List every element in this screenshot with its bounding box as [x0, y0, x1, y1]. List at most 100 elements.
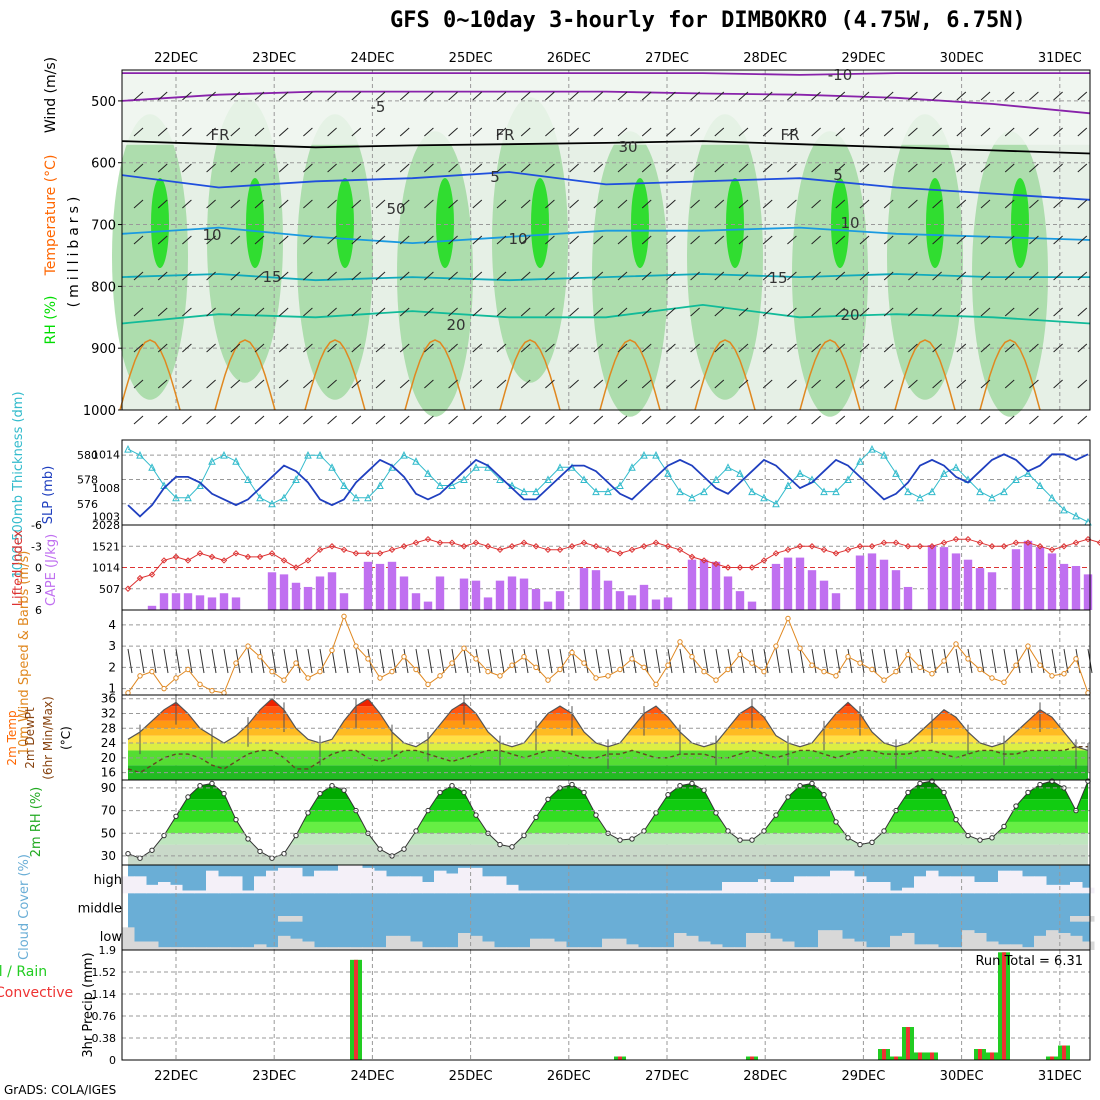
wind-barb — [980, 91, 991, 101]
wind-speed-marker — [581, 660, 587, 666]
wind-barb — [666, 91, 676, 101]
wind-barb — [787, 343, 797, 353]
wind-barb — [1077, 307, 1088, 317]
temp-color-band — [128, 743, 1088, 751]
cloud-low-bar — [566, 947, 579, 950]
wind-barb — [351, 379, 362, 389]
cloud-low-bar — [374, 947, 387, 950]
wind-barb — [714, 163, 725, 173]
precip-convective-bar — [1002, 952, 1006, 1060]
wind-speed-marker — [365, 656, 371, 662]
temp-ylabel-line: (°C) — [59, 726, 73, 750]
cloud-low-bar — [998, 944, 1011, 950]
wind-speed-marker — [785, 615, 791, 622]
lifted-index-marker — [256, 553, 264, 561]
wind-barb — [908, 343, 918, 353]
wind-speed-marker — [833, 673, 839, 679]
cloud-low-bar — [746, 933, 759, 950]
cape-bar — [663, 597, 673, 610]
thickness-marker — [400, 451, 408, 459]
wind-barb — [690, 235, 700, 245]
isotherm-25-arch — [214, 339, 276, 411]
lifted-index-marker — [784, 546, 792, 553]
isotherm-25-arch — [499, 339, 561, 411]
cloud-low-bar — [710, 944, 723, 950]
wind-barb — [956, 379, 967, 389]
wind-barb — [811, 199, 821, 209]
wind-barb — [811, 235, 821, 245]
wind-barb-10m — [151, 648, 157, 674]
contour-label: -5 — [371, 98, 386, 116]
cloud-low-bar — [146, 941, 159, 950]
cloud-high-bar — [182, 890, 195, 894]
rh-marker — [581, 789, 587, 796]
cloud-low-bar — [446, 947, 459, 950]
wind-barb — [448, 91, 458, 101]
cloud-low-bar — [470, 935, 483, 950]
wind-barb — [859, 235, 870, 245]
cape-bar — [483, 597, 493, 610]
wind-barb — [133, 235, 144, 245]
cloud-low-bar — [1058, 933, 1071, 950]
wind-barb — [1053, 307, 1063, 317]
rh-marker — [593, 812, 599, 818]
precip-ylabel: 3hr Precip (mm) — [81, 952, 96, 1057]
wind-barb — [254, 379, 265, 389]
wind-barb-10m — [991, 648, 997, 674]
rh-marker — [1025, 789, 1031, 796]
wind-barb — [351, 235, 362, 245]
wind-barb — [569, 199, 579, 209]
wind-barb — [520, 235, 531, 245]
wind-barb-10m — [415, 648, 421, 674]
wind-barb — [472, 235, 483, 245]
cape-bar — [807, 570, 817, 610]
cape-bar — [687, 559, 697, 610]
contour-label: 50 — [386, 200, 405, 218]
temp-color-band — [128, 713, 1088, 721]
wind-barb — [182, 91, 192, 101]
wind-barb-10m — [1027, 648, 1033, 674]
wind-barb-10m — [343, 648, 349, 674]
rh-marker — [185, 794, 191, 800]
wind-barb — [883, 415, 894, 425]
wind-barb — [206, 91, 216, 101]
wind-barb — [956, 91, 967, 101]
wind-barb — [448, 307, 458, 317]
wind-speed-marker — [377, 675, 383, 681]
wind-barb — [666, 163, 676, 173]
wind-barb — [956, 235, 967, 245]
cloud-low-bar — [590, 947, 603, 950]
cape-tick-label: 2028 — [92, 519, 120, 532]
wind-speed-marker — [389, 668, 395, 675]
thickness-marker — [124, 444, 132, 453]
rh-marker — [737, 837, 743, 843]
thickness-marker — [844, 475, 852, 483]
rh-marker — [233, 816, 239, 823]
wind-barb — [980, 379, 991, 389]
cloud-low-bar — [218, 947, 231, 950]
wind-barb — [157, 127, 168, 137]
cloud-high-bar — [506, 884, 519, 894]
wind-barb — [1029, 307, 1039, 317]
date-tick-label-top: 23DEC — [252, 51, 296, 66]
rh-marker — [461, 789, 467, 796]
wind-barb — [1077, 271, 1088, 281]
wind-speed-marker — [485, 668, 491, 675]
lifted-index-marker — [196, 550, 204, 557]
thickness-marker — [184, 493, 192, 502]
rh2m-ylabel: 2m RH (%) — [29, 787, 44, 858]
wind-barb — [762, 307, 773, 317]
wind-barb — [1029, 199, 1039, 209]
wind-barb — [666, 199, 676, 209]
rh-marker — [869, 839, 875, 846]
wind-barb — [157, 199, 168, 209]
cloud-high-bar — [458, 867, 471, 894]
pressure-tick-label: 600 — [91, 157, 116, 172]
cloud-high-bar — [770, 882, 783, 894]
thickness-marker — [892, 469, 900, 477]
cape-bar — [423, 601, 433, 610]
rh-saturated-region — [1011, 178, 1029, 268]
wind-barb — [1029, 271, 1039, 281]
wind-barb — [472, 415, 483, 425]
cloud-low-bar — [1070, 935, 1083, 950]
